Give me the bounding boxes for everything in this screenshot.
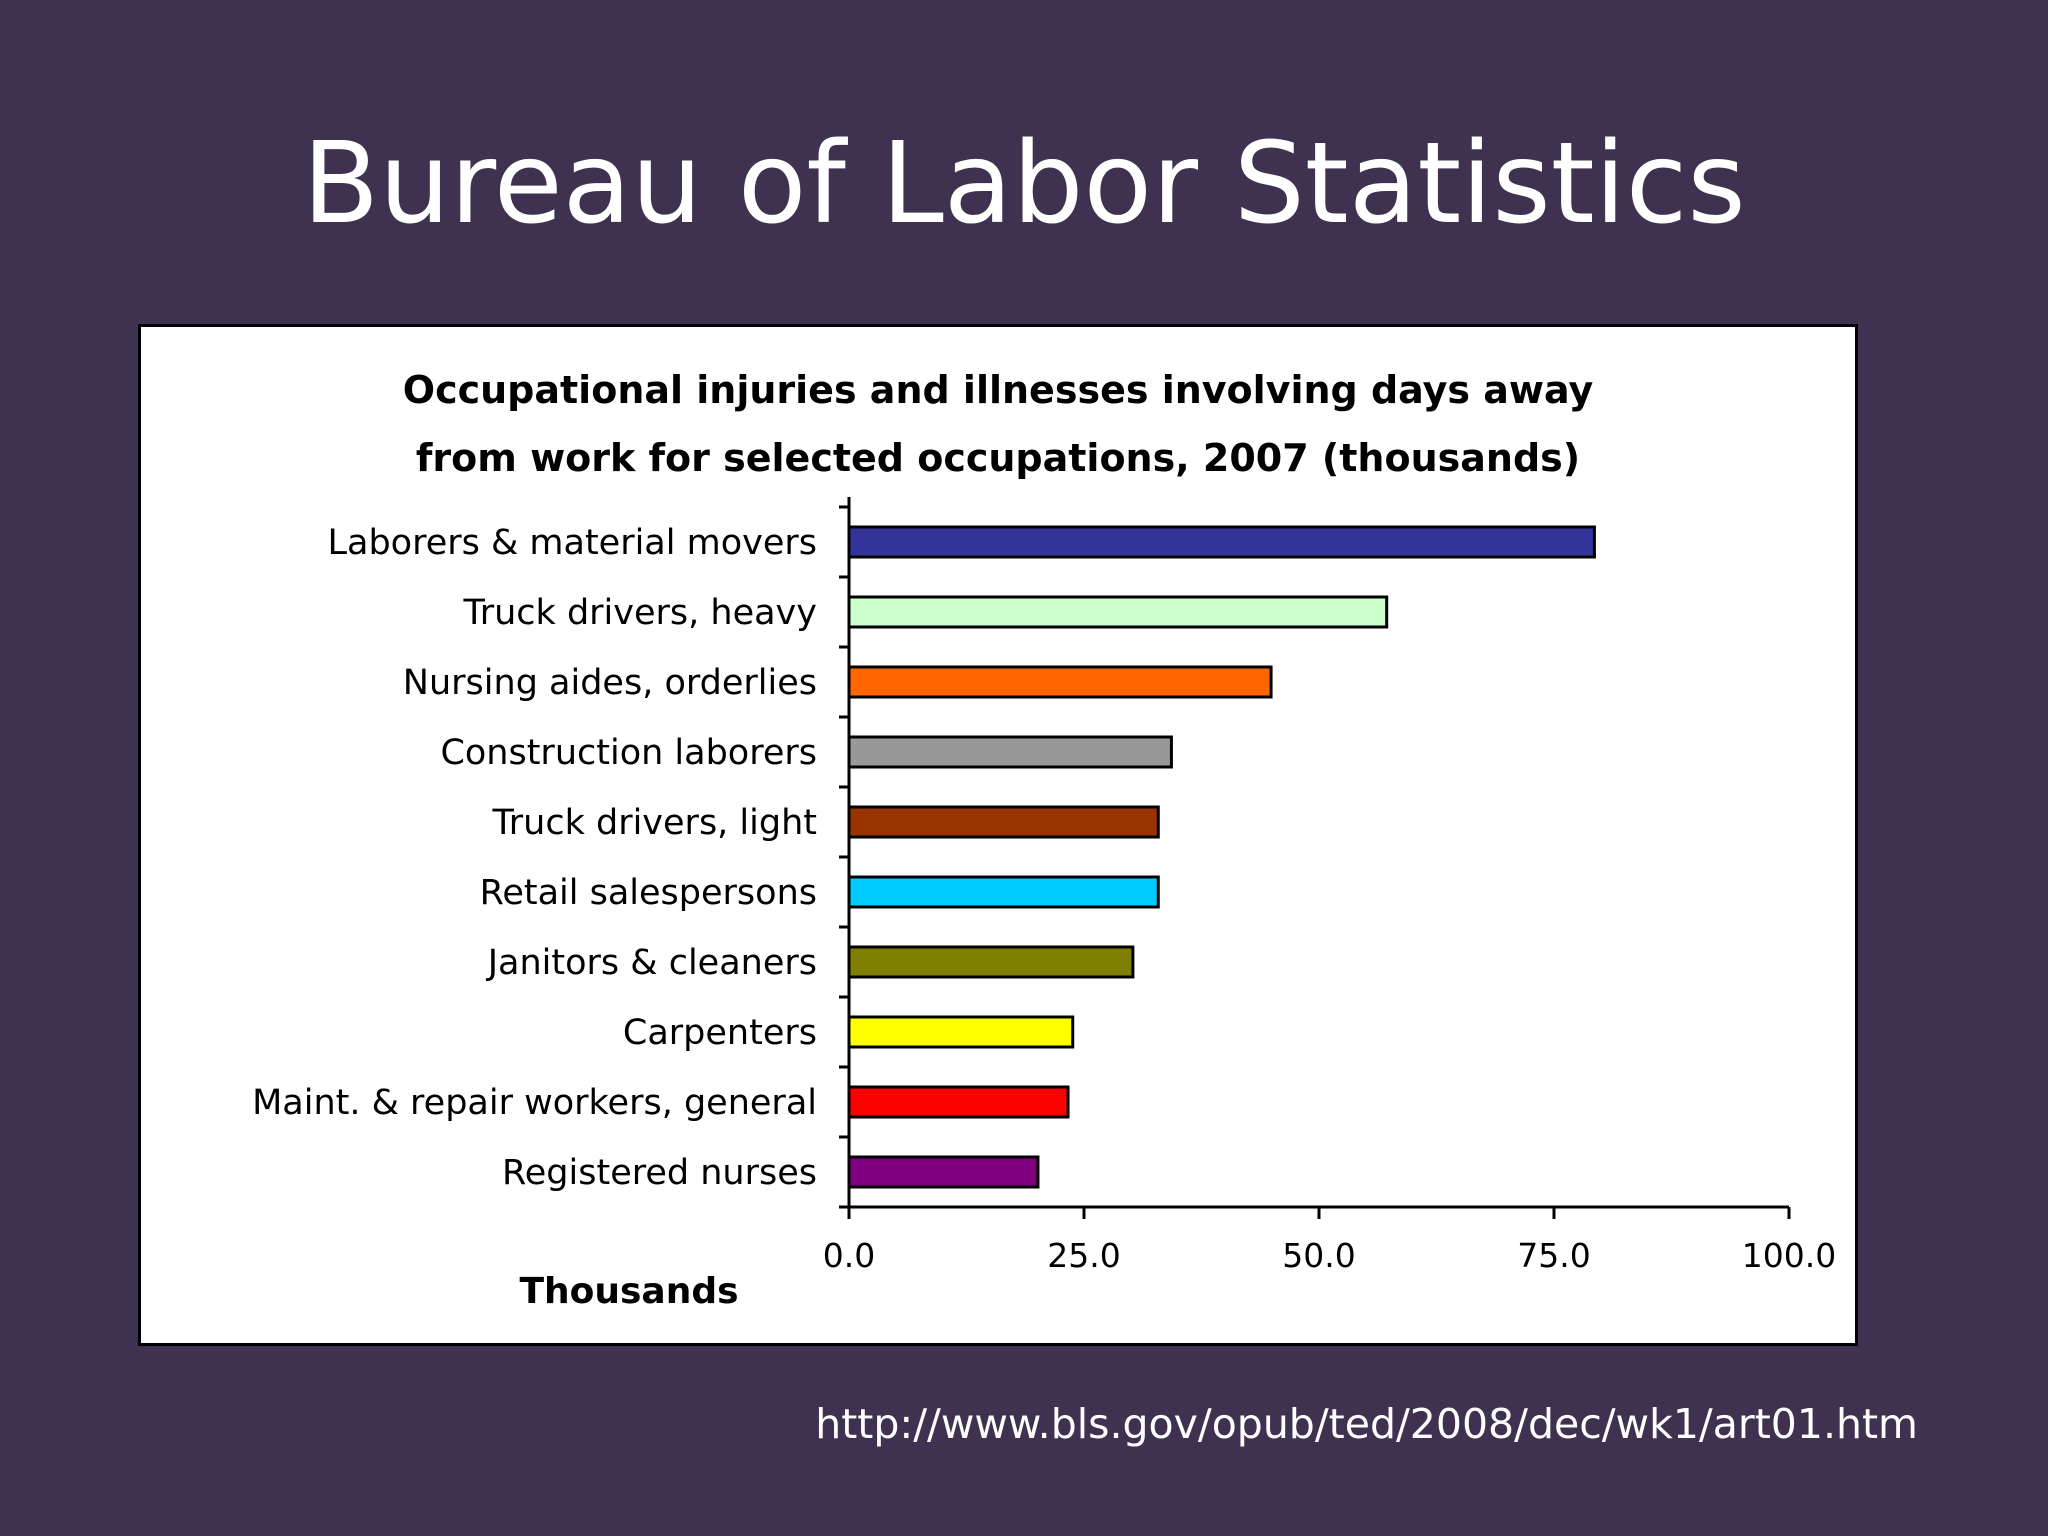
category-label: Retail salespersons: [480, 873, 817, 913]
bar-chart: Occupational injuries and illnesses invo…: [252, 368, 1836, 1312]
axes: [839, 497, 1791, 1219]
bar-0: [847, 525, 1596, 559]
x-axis-label: Thousands: [519, 1271, 738, 1312]
bar-4: [847, 805, 1160, 839]
bar-6: [847, 945, 1135, 979]
bar-2: [847, 665, 1273, 699]
chart-title-line: from work for selected occupations, 2007…: [416, 436, 1580, 480]
x-tick-label: 0.0: [823, 1236, 875, 1275]
category-label: Nursing aides, orderlies: [403, 663, 817, 703]
chart-title: Occupational injuries and illnesses invo…: [403, 368, 1594, 480]
bar-9: [847, 1155, 1040, 1189]
chart-title-line: Occupational injuries and illnesses invo…: [403, 368, 1594, 412]
bar-1: [847, 595, 1389, 629]
x-tick-label: 50.0: [1282, 1236, 1355, 1275]
category-label: Registered nurses: [502, 1153, 817, 1193]
bars: [847, 525, 1596, 1189]
category-label: Construction laborers: [440, 733, 817, 773]
x-tick-labels: 0.0 25.0 50.0 75.0 100.0: [823, 1236, 1836, 1275]
x-tick-label: 25.0: [1047, 1236, 1120, 1275]
category-label: Maint. & repair workers, general: [252, 1083, 817, 1123]
category-label: Janitors & cleaners: [486, 943, 817, 983]
bar-7: [847, 1015, 1075, 1049]
category-label: Truck drivers, light: [492, 803, 817, 843]
bar-8: [847, 1085, 1070, 1119]
category-label: Laborers & material movers: [328, 523, 818, 563]
source-url-link[interactable]: http://www.bls.gov/opub/ted/2008/dec/wk1…: [815, 1400, 1918, 1448]
bar-5: [847, 875, 1160, 909]
x-tick-label: 75.0: [1517, 1236, 1590, 1275]
category-label: Carpenters: [623, 1013, 817, 1053]
category-labels: Laborers & material movers Truck drivers,…: [252, 523, 817, 1193]
category-label: Truck drivers, heavy: [463, 593, 818, 633]
chart-frame: Occupational injuries and illnesses invo…: [138, 324, 1858, 1346]
x-tick-label: 100.0: [1742, 1236, 1836, 1275]
bar-3: [847, 735, 1173, 769]
slide-title: Bureau of Labor Statistics: [302, 119, 1746, 249]
